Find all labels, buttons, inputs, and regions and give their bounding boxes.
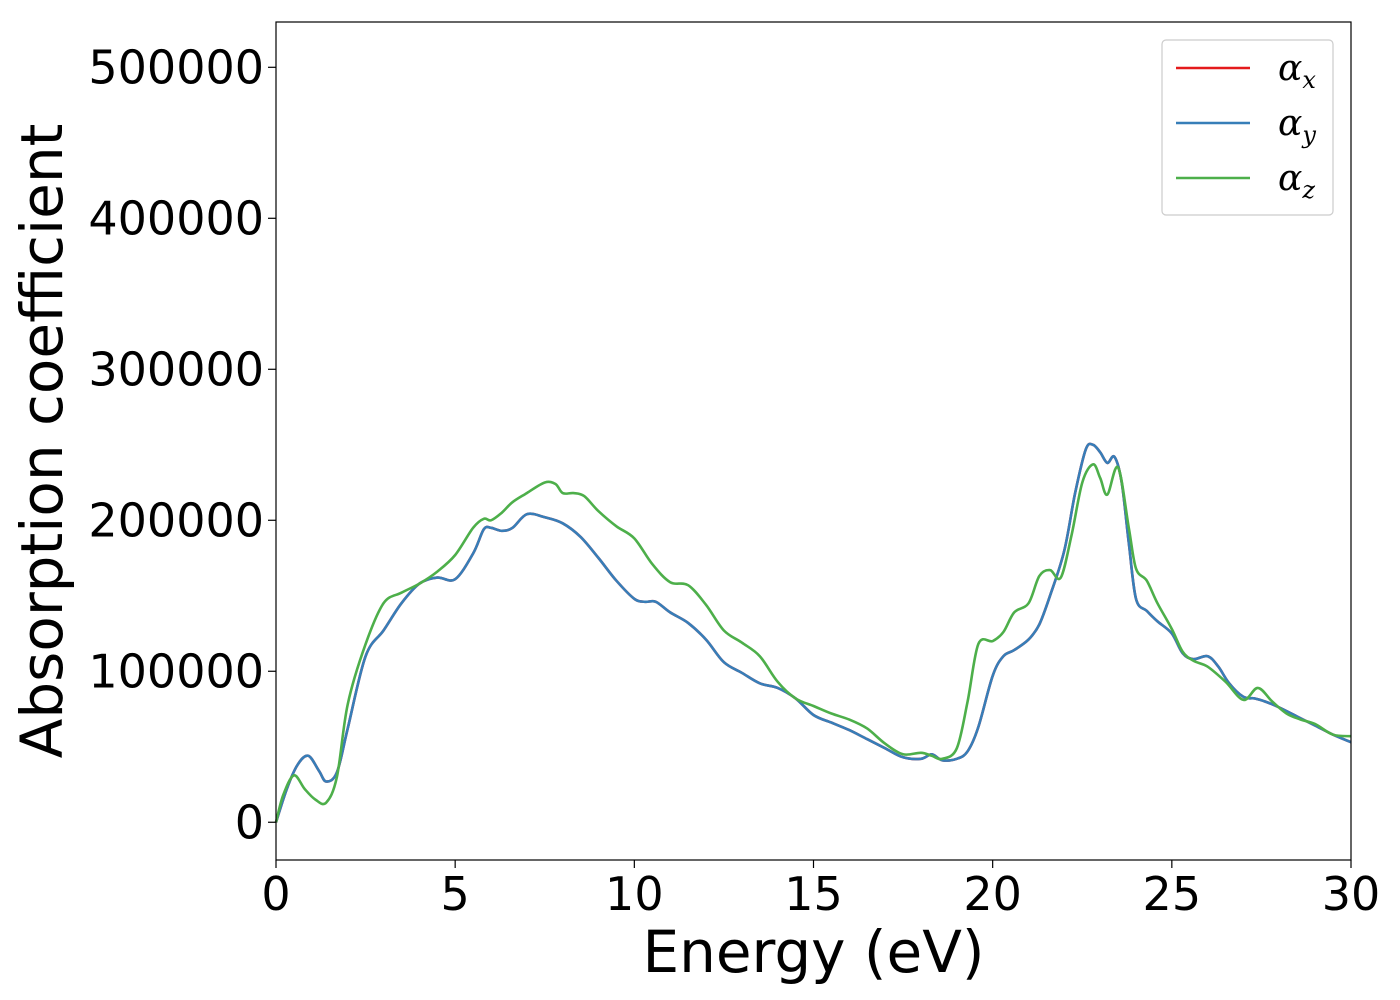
x-tick-label: 10 (605, 867, 664, 921)
legend-subscript: y (1301, 121, 1316, 149)
series-line-z (274, 463, 1352, 823)
x-axis-title: Energy (eV) (642, 918, 984, 986)
y-tick-label: 500000 (88, 40, 264, 94)
legend-box (1161, 39, 1334, 216)
y-axis: 0 100000 200000 300000 400000 500000 (88, 40, 276, 849)
x-tick-label: 25 (1143, 867, 1202, 921)
legend-subscript: z (1301, 176, 1315, 204)
series-line-y (274, 442, 1352, 823)
legend-label-z: αz (1278, 158, 1315, 204)
x-tick-label: 0 (261, 867, 290, 921)
y-axis-title: Absorption coefficient (8, 124, 76, 759)
series-layer (274, 442, 1352, 823)
series-line-x (274, 442, 1352, 823)
x-tick-label: 20 (963, 867, 1022, 921)
y-tick-label: 200000 (88, 493, 264, 547)
x-tick-label: 30 (1322, 867, 1381, 921)
x-tick-label: 5 (441, 867, 470, 921)
y-tick-label: 300000 (88, 342, 264, 396)
y-tick-label: 100000 (88, 644, 264, 698)
y-tick-label: 0 (235, 795, 264, 849)
x-axis: 0 5 10 15 20 25 30 (261, 860, 1380, 921)
y-tick-label: 400000 (88, 191, 264, 245)
x-tick-label: 15 (784, 867, 843, 921)
legend-subscript: x (1302, 66, 1316, 94)
